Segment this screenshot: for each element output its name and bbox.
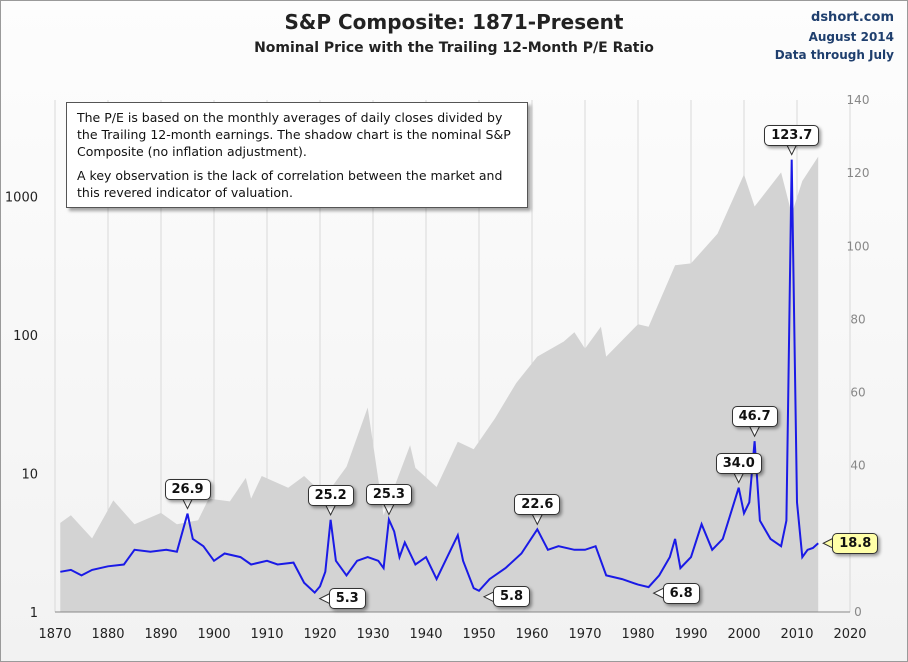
note-paragraph-1: The P/E is based on the monthly averages… xyxy=(77,110,511,159)
y-right-tick-label: 80 xyxy=(850,312,865,326)
y-right-tick-label: 100 xyxy=(847,239,870,253)
callout-label: 26.9 xyxy=(164,478,211,500)
y-left-tick-label: 10 xyxy=(21,468,38,483)
pe-ratio-line xyxy=(60,159,819,595)
explanatory-note: The P/E is based on the monthly averages… xyxy=(66,102,528,208)
y-right-tick-label: 60 xyxy=(850,386,865,400)
x-tick-label: 2000 xyxy=(727,627,760,642)
callout-label: 25.3 xyxy=(365,484,412,506)
chart-title: S&P Composite: 1871-Present xyxy=(284,10,624,34)
callout-label: 6.8 xyxy=(662,582,700,604)
x-tick-label: 1940 xyxy=(409,627,442,642)
callout-label: 25.2 xyxy=(307,484,354,506)
callout-label: 34.0 xyxy=(715,452,762,474)
callout-label: 46.7 xyxy=(731,406,778,428)
x-tick-label: 1930 xyxy=(356,627,389,642)
callout-label: 22.6 xyxy=(514,494,561,516)
y-right-tick-label: 40 xyxy=(850,459,865,473)
y-right-tick-label: 120 xyxy=(847,166,870,180)
callout-label: 5.3 xyxy=(328,588,366,610)
note-paragraph-2: A key observation is the lack of correla… xyxy=(77,168,503,200)
x-tick-label: 1950 xyxy=(462,627,495,642)
y-left-tick-label: 100 xyxy=(13,329,38,344)
credit-date: August 2014 xyxy=(808,30,894,44)
x-tick-label: 1960 xyxy=(515,627,548,642)
y-left-axis-ticks: 1 10 100 1000 xyxy=(5,191,38,621)
x-tick-label: 1920 xyxy=(303,627,336,642)
y-right-tick-label: 140 xyxy=(847,93,870,107)
callout-pointer xyxy=(181,498,194,510)
x-tick-label: 1890 xyxy=(144,627,177,642)
x-tick-label: 1980 xyxy=(621,627,654,642)
credit-data-range: Data through July xyxy=(774,48,894,62)
x-tick-label: 1870 xyxy=(38,627,71,642)
callout-label: 18.8 xyxy=(832,532,879,554)
x-tick-label: 1910 xyxy=(250,627,283,642)
y-left-tick-label: 1 xyxy=(30,606,38,621)
x-tick-label: 1970 xyxy=(568,627,601,642)
x-tick-label: 1880 xyxy=(91,627,124,642)
callout-label: 123.7 xyxy=(764,124,820,146)
callout-pointer xyxy=(785,144,798,156)
x-tick-label: 2020 xyxy=(833,627,866,642)
x-tick-label: 1900 xyxy=(197,627,230,642)
price-shadow-area xyxy=(60,156,819,612)
callout-pointers xyxy=(181,144,834,605)
callout-label: 5.8 xyxy=(493,586,531,608)
x-tick-label: 1990 xyxy=(674,627,707,642)
credit-site: dshort.com xyxy=(811,10,894,25)
y-right-tick-label: 0 xyxy=(854,605,862,619)
x-axis-ticks: 1870 1880 1890 1900 1910 1920 1930 1940 1950 1960… xyxy=(38,627,866,642)
y-left-tick-label: 1000 xyxy=(5,191,38,206)
chart-subtitle: Nominal Price with the Trailing 12-Month… xyxy=(254,40,654,56)
x-tick-label: 2010 xyxy=(780,627,813,642)
